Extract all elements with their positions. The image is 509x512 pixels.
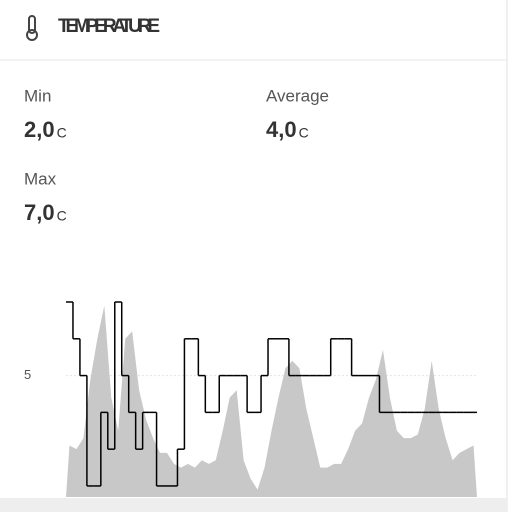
- header-title: TEMPERATURE: [58, 16, 160, 37]
- area: [66, 305, 477, 497]
- y-tick-label: 5: [24, 367, 31, 382]
- stat-unit: C: [299, 125, 309, 141]
- stat-unit: C: [57, 125, 67, 141]
- stat-label: Min: [24, 86, 51, 105]
- stat-label: Average: [266, 86, 329, 105]
- stat-value: 2,0: [24, 117, 55, 142]
- thermometer-icon: [26, 15, 38, 41]
- chart: 5: [24, 301, 477, 497]
- scrollbar: [0, 498, 507, 512]
- stat-value: 4,0: [266, 117, 297, 142]
- stat-unit: C: [57, 208, 67, 224]
- stat-value: 7,0: [24, 200, 55, 225]
- stat-label: Max: [24, 169, 57, 188]
